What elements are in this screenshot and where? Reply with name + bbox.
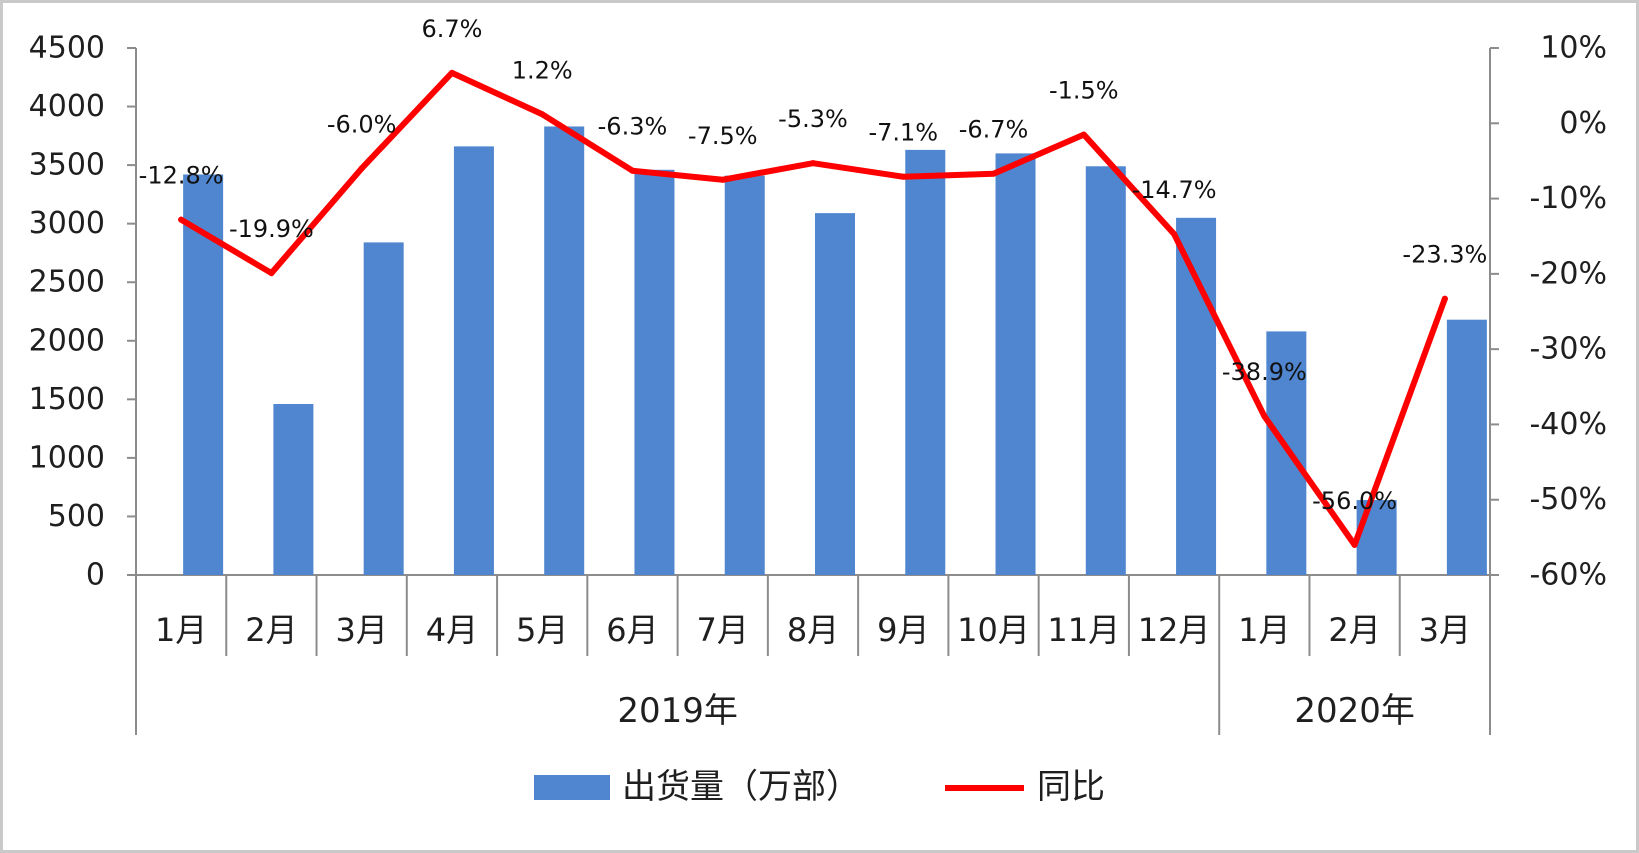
- x-category-label: 10月: [957, 611, 1030, 649]
- x-category-label: 1月: [1238, 611, 1290, 649]
- legend: 出货量（万部） 同比: [534, 767, 1105, 807]
- shipment-bar: [363, 242, 404, 575]
- y-left-tick-label: 0: [86, 558, 105, 593]
- yoy-data-label: -1.5%: [1049, 77, 1119, 105]
- yoy-point: [1171, 230, 1178, 237]
- axes: 0 500 1000 1500 2000 2500 3000 3500 4000 4500 10% 0…: [29, 31, 1607, 735]
- x-category-label: 3月: [335, 611, 387, 649]
- yoy-point: [539, 111, 546, 118]
- shipment-bar: [905, 149, 946, 576]
- yoy-point: [629, 167, 636, 174]
- shipment-bar: [273, 404, 314, 575]
- y-left-tick-label: 2000: [29, 323, 105, 358]
- yoy-point: [1261, 413, 1268, 420]
- shipment-bar: [724, 175, 765, 575]
- yoy-data-label: -7.5%: [688, 122, 758, 150]
- yoy-data-label: -38.9%: [1222, 358, 1307, 386]
- shipment-bar: [453, 146, 494, 575]
- yoy-data-label: -7.1%: [868, 119, 938, 147]
- x-category-label: 7月: [697, 611, 749, 649]
- y-right-tick-label: 0%: [1559, 106, 1607, 141]
- y-left-tick-label: 4000: [29, 89, 105, 124]
- y-left-tick-label: 1000: [29, 440, 105, 475]
- shipment-bar: [1266, 331, 1307, 575]
- x-category-label: 5月: [516, 611, 568, 649]
- shipment-bar: [634, 169, 675, 575]
- shipment-bar: [544, 126, 585, 575]
- x-category-label: 11月: [1047, 611, 1120, 649]
- category-axis-labels: 1月 2月 3月 4月 5月 6月 7月 8月 9月 10月 11月 12月 1月 2月 3月 2019年 20…: [155, 611, 1471, 731]
- y-left-tick-label: 2500: [29, 265, 105, 300]
- yoy-data-label: -19.9%: [229, 215, 314, 243]
- x-group-label: 2019年: [617, 691, 738, 731]
- shipment-bar: [995, 153, 1036, 575]
- legend-swatch-shipments: [534, 775, 610, 800]
- yoy-point: [900, 173, 907, 180]
- y-left-tick-label: 1500: [29, 382, 105, 417]
- x-category-label: 12月: [1138, 611, 1211, 649]
- y-left-tick-label: 4500: [29, 31, 105, 66]
- yoy-data-label: -14.7%: [1132, 176, 1217, 204]
- yoy-point: [1441, 295, 1448, 302]
- y-left-tick-label: 3500: [29, 148, 105, 183]
- yoy-point: [358, 165, 365, 172]
- yoy-data-label: -23.3%: [1402, 241, 1487, 269]
- x-category-label: 4月: [426, 611, 478, 649]
- yoy-data-label: 6.7%: [421, 15, 482, 43]
- yoy-point: [268, 270, 275, 277]
- x-category-label: 8月: [787, 611, 839, 649]
- yoy-data-label: -5.3%: [778, 105, 848, 133]
- bar-series-shipments: [183, 126, 1487, 576]
- y-right-tick-label: -20%: [1529, 256, 1607, 291]
- yoy-point: [178, 216, 185, 223]
- x-category-label: 9月: [877, 611, 929, 649]
- legend-label-yoy: 同比: [1037, 767, 1105, 807]
- line-series-yoy: [178, 69, 1448, 548]
- x-category-label: 2月: [245, 611, 297, 649]
- yoy-data-labels: -12.8%-19.9% -6.0% 6.7% 1.2% -6.3% -7.5% -5.3%…: [139, 15, 1488, 515]
- x-category-label: 3月: [1419, 611, 1471, 649]
- y-left-tick-label: 3000: [29, 206, 105, 241]
- yoy-point: [810, 160, 816, 167]
- y-right-tick-label: -60%: [1529, 558, 1607, 593]
- yoy-data-label: 1.2%: [512, 56, 573, 84]
- shipment-bar: [1176, 217, 1217, 576]
- yoy-point: [1080, 131, 1087, 138]
- yoy-point: [719, 176, 726, 183]
- yoy-point: [448, 69, 455, 76]
- shipment-bar: [815, 213, 855, 576]
- yoy-data-label: -12.8%: [139, 162, 224, 190]
- yoy-data-label: -6.7%: [959, 116, 1029, 144]
- shipment-bar: [1085, 166, 1126, 575]
- y-left-tick-label: 500: [48, 499, 105, 534]
- x-group-label: 2020年: [1294, 691, 1415, 731]
- x-category-label: 6月: [606, 611, 658, 649]
- y-right-tick-label: 10%: [1540, 31, 1607, 66]
- legend-label-shipments: 出货量（万部）: [622, 767, 860, 807]
- yoy-point: [990, 170, 997, 177]
- shipment-bar: [1446, 319, 1487, 575]
- y-right-tick-label: -50%: [1529, 482, 1607, 517]
- x-category-label: 2月: [1328, 611, 1380, 649]
- x-category-label: 1月: [155, 611, 207, 649]
- yoy-point: [1351, 541, 1358, 548]
- y-right-tick-label: -40%: [1529, 407, 1607, 442]
- yoy-data-label: -56.0%: [1312, 487, 1397, 515]
- yoy-data-label: -6.3%: [598, 113, 668, 141]
- y-right-tick-label: -30%: [1529, 332, 1607, 367]
- yoy-data-label: -6.0%: [327, 110, 397, 138]
- y-right-tick-label: -10%: [1529, 181, 1607, 216]
